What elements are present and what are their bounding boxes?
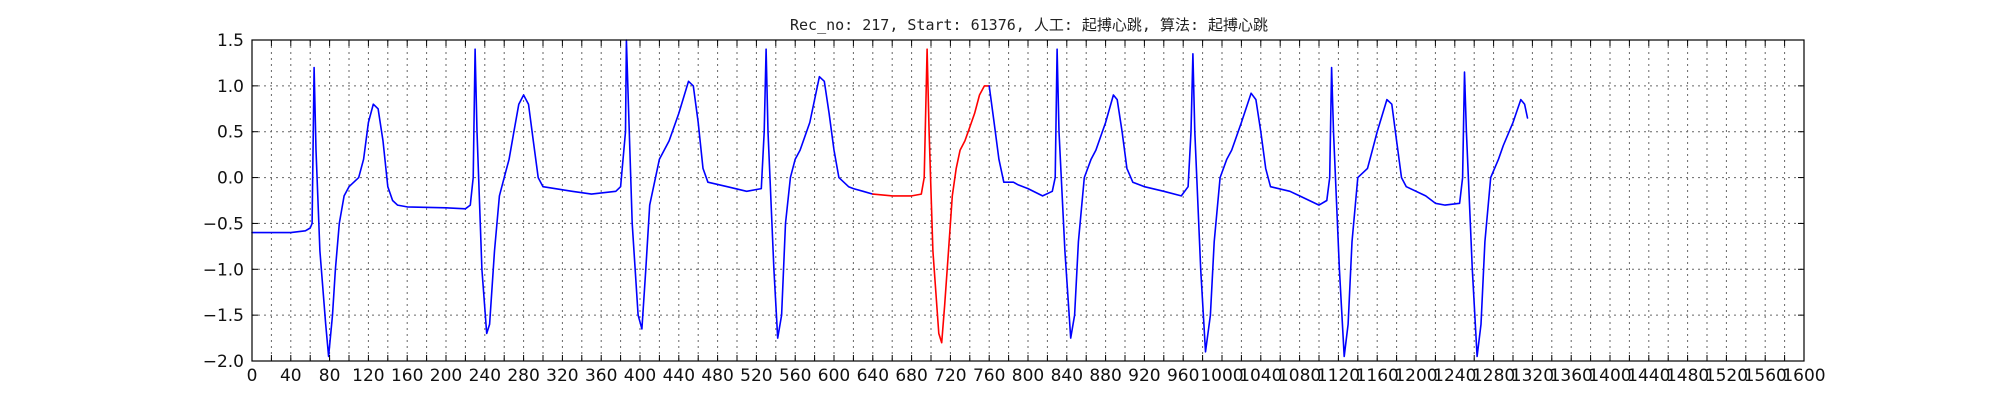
y-tick-label: −0.5: [203, 214, 244, 234]
x-tick-label: 520: [740, 366, 772, 386]
x-tick-label: 280: [507, 366, 539, 386]
x-tick-label: 1120: [1317, 366, 1360, 386]
y-tick-label: 1.5: [217, 31, 244, 51]
x-tick-label: 960: [1167, 366, 1199, 386]
x-tick-label: 1000: [1200, 366, 1243, 386]
x-tick-label: 120: [352, 366, 384, 386]
x-tick-label: 760: [973, 366, 1005, 386]
y-tick-label: −2.0: [203, 352, 244, 372]
x-tick-label: 720: [934, 366, 966, 386]
x-tick-label: 1600: [1782, 366, 1825, 386]
series-line-before: [251, 39, 874, 358]
x-tick-label: 1280: [1472, 366, 1515, 386]
x-tick-label: 600: [818, 366, 850, 386]
x-tick-label: 480: [701, 366, 733, 386]
x-tick-label: 560: [779, 366, 811, 386]
chart-title: Rec_no: 217, Start: 61376, 人工: 起搏心跳, 算法:…: [790, 16, 1268, 34]
x-tick-label: 920: [1128, 366, 1160, 386]
x-tick-label: 1400: [1588, 366, 1631, 386]
axis-ticks: 1.5 1.0 0.5 0.0 −0.5 −1.0 −1.5 −2.00 40 80 120 160 2…: [203, 31, 1826, 386]
x-tick-label: 40: [280, 366, 302, 386]
x-tick-label: 1040: [1239, 366, 1282, 386]
x-tick-label: 800: [1012, 366, 1044, 386]
x-tick-label: 360: [585, 366, 617, 386]
y-tick-label: −1.0: [203, 260, 244, 280]
x-tick-label: 1240: [1433, 366, 1476, 386]
x-tick-label: 0: [247, 366, 258, 386]
x-tick-label: 240: [469, 366, 501, 386]
x-tick-label: 440: [663, 366, 695, 386]
x-tick-label: 840: [1051, 366, 1083, 386]
x-tick-label: 200: [430, 366, 462, 386]
x-tick-label: 1480: [1666, 366, 1709, 386]
x-tick-label: 1520: [1705, 366, 1748, 386]
x-tick-label: 160: [391, 366, 423, 386]
y-tick-label: −1.5: [203, 306, 244, 326]
x-tick-label: 1440: [1627, 366, 1670, 386]
x-tick-label: 400: [624, 366, 656, 386]
y-tick-label: 0.5: [217, 123, 244, 143]
x-tick-label: 1360: [1550, 366, 1593, 386]
x-tick-label: 1160: [1356, 366, 1399, 386]
x-tick-label: 320: [546, 366, 578, 386]
series-line-after: [988, 48, 1529, 358]
x-tick-label: 1560: [1744, 366, 1787, 386]
ecg-series: [251, 39, 1529, 358]
x-tick-label: 1200: [1394, 366, 1437, 386]
x-tick-label: 1080: [1278, 366, 1321, 386]
x-tick-label: 640: [857, 366, 889, 386]
y-tick-label: 1.0: [217, 77, 244, 97]
y-tick-label: 0.0: [217, 169, 244, 189]
x-tick-label: 80: [319, 366, 341, 386]
series-line-annotated: [872, 48, 990, 344]
x-tick-label: 1320: [1511, 366, 1554, 386]
x-tick-label: 880: [1089, 366, 1121, 386]
x-tick-label: 680: [895, 366, 927, 386]
